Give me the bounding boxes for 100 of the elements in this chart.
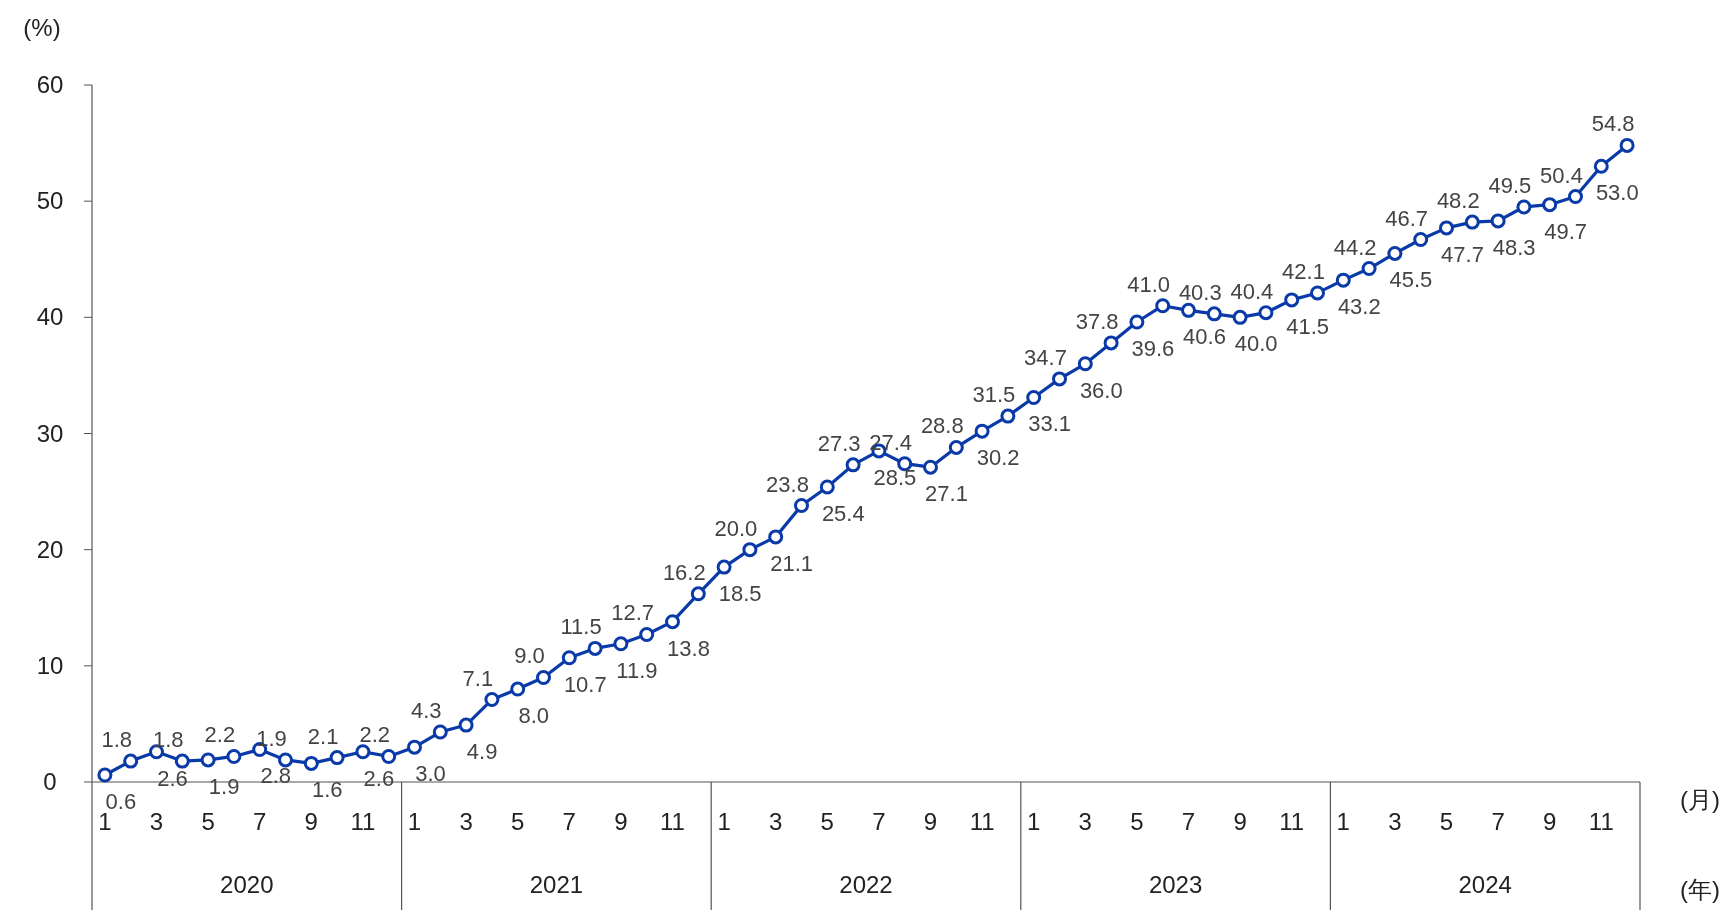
point: [1155, 298, 1171, 314]
text: 49.7: [1544, 218, 1588, 244]
point: [1232, 309, 1248, 325]
text: 2021: [529, 871, 584, 898]
text: 31.5: [972, 382, 1016, 408]
text: 40.3: [1178, 279, 1222, 305]
point: [587, 640, 603, 656]
point: [1000, 408, 1016, 424]
point: [484, 692, 500, 708]
y-tick-label: 50: [36, 187, 64, 215]
point: [1542, 197, 1558, 213]
point: [794, 498, 809, 514]
y-tick-label: 30: [36, 419, 64, 447]
x-tick-label: 3: [1078, 808, 1092, 835]
point: [1206, 306, 1222, 322]
text: 12.7: [611, 600, 655, 626]
text: 1.6: [312, 777, 343, 803]
point: [639, 626, 655, 642]
text: 37.8: [1075, 308, 1119, 334]
x-tick-label: 1: [1336, 808, 1350, 835]
point: [1284, 292, 1300, 308]
point: [355, 744, 371, 760]
point: [97, 767, 113, 783]
text: 44.2: [1333, 234, 1377, 260]
text: 18.5: [718, 581, 762, 607]
text: 49.5: [1488, 172, 1532, 198]
x-tick-label: 1: [717, 808, 731, 835]
text: 28.8: [920, 413, 964, 439]
x-tick-label: 7: [562, 808, 576, 835]
point: [1335, 272, 1351, 288]
x-tick-label: 5: [511, 808, 525, 835]
point: [123, 753, 139, 769]
point: [768, 529, 784, 545]
point: [665, 614, 680, 630]
text: 41.0: [1127, 271, 1171, 297]
y-tick-label: 40: [36, 303, 64, 331]
point: [174, 753, 190, 769]
point: [1052, 371, 1067, 387]
text: 30.2: [976, 445, 1020, 471]
text: 54.8: [1591, 111, 1635, 137]
text: 2.6: [363, 765, 395, 791]
point: [432, 724, 448, 740]
text: 27.1: [925, 481, 968, 507]
text: 1.9: [256, 725, 287, 751]
point: [819, 479, 835, 495]
point: [974, 423, 990, 439]
point: [1593, 158, 1609, 174]
text: 40.6: [1183, 324, 1226, 350]
x-tick-label: 3: [459, 808, 473, 835]
point: [1464, 214, 1480, 230]
text: 48.3: [1492, 234, 1536, 260]
x-tick-label: 11: [350, 808, 376, 835]
point: [1516, 199, 1532, 215]
point: [329, 750, 345, 766]
point: [1361, 261, 1377, 277]
point: [381, 748, 397, 764]
x-tick-label: 11: [1279, 808, 1305, 835]
text: 39.6: [1131, 335, 1175, 361]
x-tick-label: 9: [1233, 808, 1247, 835]
y-tick-label: 20: [36, 535, 64, 563]
point: [742, 542, 758, 558]
point: [1258, 305, 1274, 321]
text: 40.0: [1234, 331, 1278, 357]
text: 2.6: [157, 765, 188, 791]
text: 2.1: [307, 723, 339, 749]
text: 7.1: [462, 665, 494, 691]
text: 4.3: [411, 698, 442, 724]
point: [561, 650, 577, 666]
text: 45.5: [1389, 267, 1433, 293]
text: 20.0: [714, 515, 758, 541]
x-tick-label: 11: [1588, 808, 1614, 835]
point: [200, 752, 216, 768]
y-tick-label: 0: [43, 768, 57, 795]
x-tick-label: 1: [98, 808, 112, 835]
x-tick-label: 3: [1388, 808, 1402, 835]
text: 27.3: [817, 430, 861, 456]
point: [1103, 335, 1119, 351]
x-tick-label: 9: [923, 808, 938, 835]
text: 46.7: [1385, 205, 1429, 231]
x-tick-label: 5: [201, 808, 215, 835]
point: [278, 752, 293, 768]
x-tick-label: 3: [769, 808, 783, 835]
text: 34.7: [1024, 344, 1067, 370]
y-axis-title: (%): [23, 14, 61, 41]
point: [690, 586, 706, 602]
point: [1439, 220, 1454, 236]
x-tick-label: 11: [969, 808, 995, 835]
text: 47.7: [1441, 241, 1484, 267]
point: [1413, 232, 1429, 247]
text: 1.9: [208, 773, 240, 799]
point: [1387, 245, 1403, 261]
text: 4.9: [466, 739, 498, 765]
point: [407, 739, 422, 755]
text: 53.0: [1595, 180, 1639, 206]
text: 16.2: [662, 559, 706, 585]
text: 9.0: [514, 643, 545, 669]
x-tick-label: 1: [407, 808, 422, 835]
y-tick-label: 60: [36, 71, 64, 98]
text: 48.2: [1436, 188, 1480, 214]
text: 41.5: [1286, 313, 1330, 339]
